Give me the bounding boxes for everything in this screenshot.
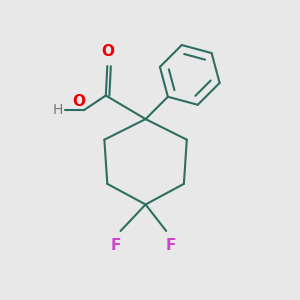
Text: O: O bbox=[72, 94, 85, 109]
Text: O: O bbox=[101, 44, 114, 59]
Text: F: F bbox=[165, 238, 176, 253]
Text: F: F bbox=[111, 238, 121, 253]
Text: H: H bbox=[53, 103, 63, 117]
